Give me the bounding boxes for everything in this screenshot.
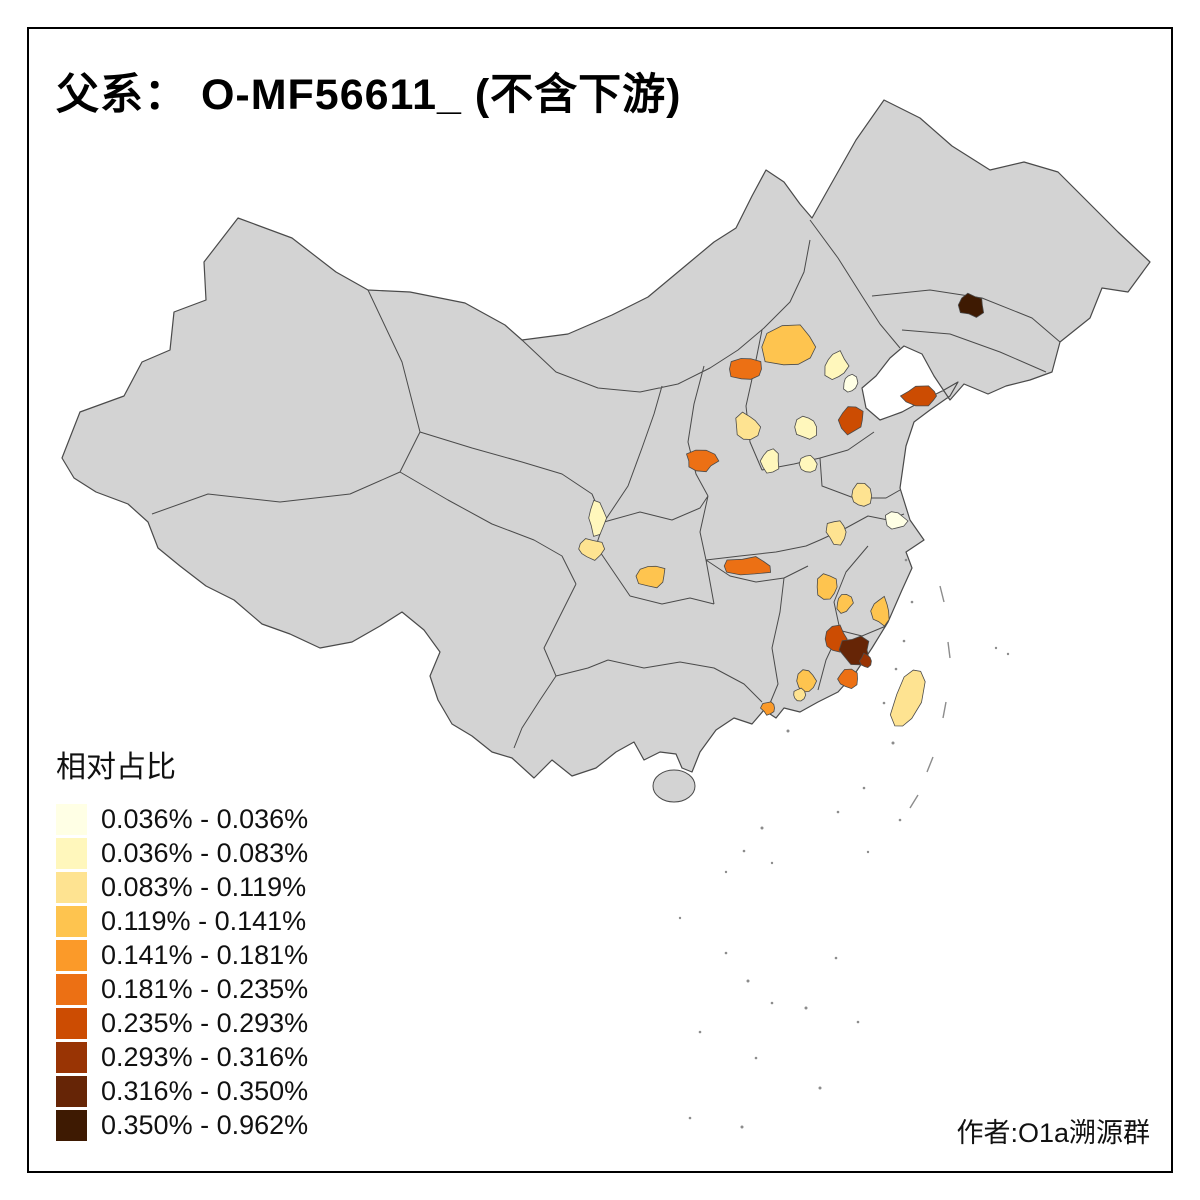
legend-entry: 0.119% - 0.141% [56, 904, 308, 938]
legend-swatch [56, 973, 87, 1005]
legend-label: 0.235% - 0.293% [101, 1007, 309, 1038]
map-region-jiangxi-east [836, 593, 854, 614]
legend-swatch [56, 1109, 87, 1141]
legend-label: 0.036% - 0.036% [101, 803, 309, 834]
map-region-fujian-south [837, 668, 858, 690]
legend-title: 相对占比 [56, 751, 176, 784]
china-landmass [61, 99, 1151, 779]
map-regions [578, 292, 985, 727]
map-region-hunan-north [723, 556, 772, 576]
legend-swatch [56, 1041, 87, 1073]
legend-swatch [56, 1075, 87, 1107]
legend-entry: 0.083% - 0.119% [56, 870, 308, 904]
map-region-tianjin-area [843, 373, 859, 393]
legend-label: 0.316% - 0.350% [101, 1075, 309, 1106]
map-region-sichuan-north [588, 499, 608, 537]
map-region-jiangsu-north [851, 482, 873, 507]
legend-swatch [56, 939, 87, 971]
map-region-zhejiang-coast [870, 595, 890, 627]
map-region-guangdong-east-south [793, 687, 807, 702]
map-region-shanxi-north [729, 358, 762, 380]
map-region-guangdong-east [796, 669, 818, 693]
map-region-shandong-peninsula [899, 385, 937, 407]
map-region-fujian-coast [858, 652, 872, 669]
legend-entry: 0.036% - 0.083% [56, 836, 308, 870]
map-region-hebei-south [735, 411, 762, 440]
legend-entry: 0.181% - 0.235% [56, 972, 308, 1006]
legend-entries: 0.036% - 0.036% 0.036% - 0.083% 0.083% - 0… [56, 802, 308, 1142]
legend-label: 0.036% - 0.083% [101, 837, 309, 868]
legend-entry: 0.235% - 0.293% [56, 1006, 308, 1040]
legend-entry: 0.350% - 0.962% [56, 1108, 308, 1142]
map-region-beijing-area [824, 350, 850, 381]
south-china-sea-islands [678, 558, 1010, 1129]
map-region-anhui-central [825, 520, 847, 546]
map-region-henan-east [798, 454, 818, 473]
map-region-taiwan [889, 669, 926, 727]
map-region-guangdong-central [760, 701, 775, 716]
legend-swatch [56, 837, 87, 869]
legend-entry: 0.141% - 0.181% [56, 938, 308, 972]
legend-label: 0.293% - 0.316% [101, 1041, 309, 1072]
legend-entry: 0.316% - 0.350% [56, 1074, 308, 1108]
legend-label: 0.181% - 0.235% [101, 973, 309, 1004]
map-region-henan-north [759, 448, 780, 474]
legend-swatch [56, 803, 87, 835]
legend-label: 0.350% - 0.962% [101, 1109, 309, 1140]
map-region-shaanxi-central [686, 449, 720, 473]
hainan-island [652, 769, 696, 803]
map-region-shandong-west [794, 415, 818, 440]
map-region-sichuan-chengdu [578, 538, 606, 561]
map-region-shandong-central [837, 406, 864, 436]
legend-entry: 0.036% - 0.036% [56, 802, 308, 836]
map-region-jiangsu-coast [884, 511, 909, 530]
legend-swatch [56, 1007, 87, 1039]
legend-swatch [56, 871, 87, 903]
legend-swatch [56, 905, 87, 937]
map-region-jiangxi-northeast [816, 573, 838, 600]
map-region-hebei-north [761, 324, 817, 366]
map-region-northeast-spot [957, 292, 985, 318]
maritime-dash-line [909, 585, 951, 809]
legend-label: 0.119% - 0.141% [101, 905, 307, 936]
page-title: 父系： O-MF56611_ (不含下游) [56, 71, 682, 119]
legend-label: 0.141% - 0.181% [101, 939, 309, 970]
attribution: 作者:O1a溯源群 [956, 1118, 1150, 1148]
legend: 相对占比 0.036% - 0.036% 0.036% - 0.083% 0.083… [56, 742, 308, 1142]
legend-entry: 0.293% - 0.316% [56, 1040, 308, 1074]
legend-label: 0.083% - 0.119% [101, 871, 307, 902]
map-region-chongqing-area [635, 565, 666, 589]
